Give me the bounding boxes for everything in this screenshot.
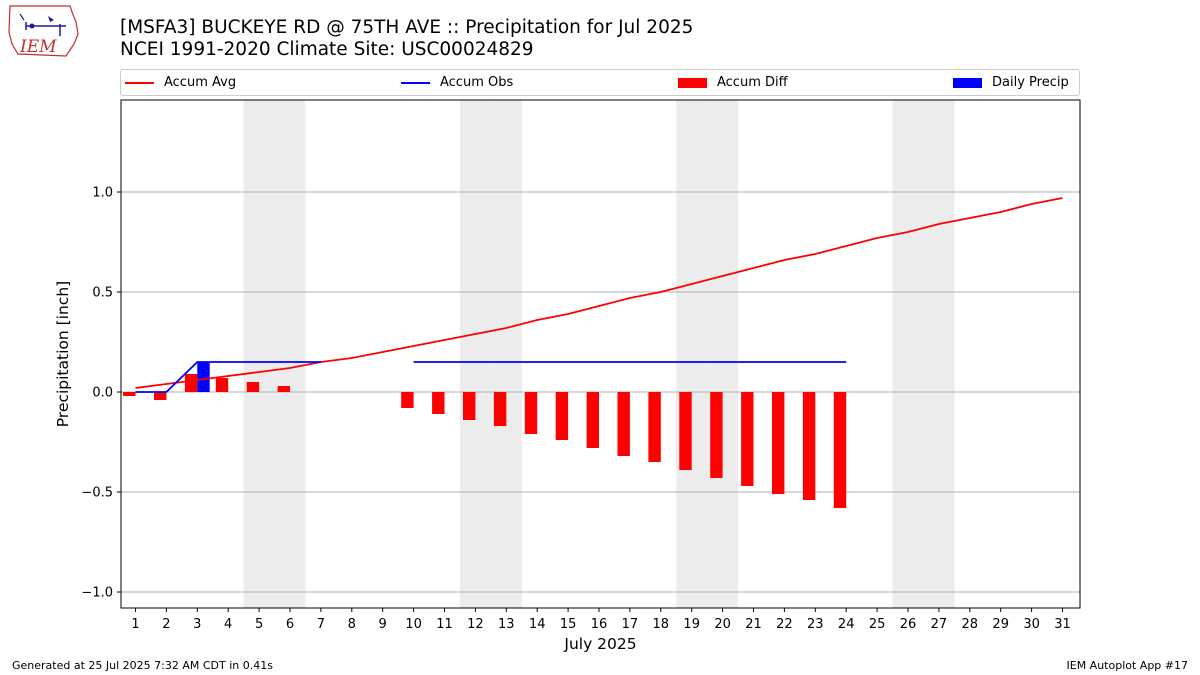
x-tick-label: 6 <box>286 617 294 632</box>
iem-logo-icon: IEM <box>6 4 82 60</box>
weekend-band <box>923 100 955 608</box>
legend-swatch-accum-avg <box>125 81 154 84</box>
bar-accum-diff <box>493 392 507 426</box>
bar-accum-diff <box>524 392 538 434</box>
x-tick-label: 15 <box>560 617 577 632</box>
bar-accum-diff <box>802 392 816 500</box>
x-tick-label: 3 <box>193 617 201 632</box>
bar-accum-diff <box>710 392 723 478</box>
x-tick-label: 2 <box>162 617 170 632</box>
legend-swatch-accum-diff <box>678 77 707 88</box>
x-tick-label: 16 <box>591 617 608 632</box>
legend-swatch-daily-precip <box>953 77 982 88</box>
x-tick-label: 30 <box>1023 617 1040 632</box>
x-tick-label: 13 <box>498 617 515 632</box>
legend-entry-accum-obs: Accum Obs <box>401 74 513 91</box>
footer-app-id: IEM Autoplot App #17 <box>1066 659 1189 672</box>
x-tick-label: 9 <box>379 617 387 632</box>
y-tick-label: −0.5 <box>81 486 113 501</box>
legend-label: Accum Obs <box>440 75 514 90</box>
x-tick-label: 10 <box>405 617 422 632</box>
x-tick-label: 21 <box>745 617 762 632</box>
x-tick-label: 28 <box>962 617 979 632</box>
x-tick-label: 23 <box>807 617 824 632</box>
bar-accum-diff <box>679 392 692 470</box>
x-tick-label: 18 <box>653 617 670 632</box>
y-tick-label: 0.0 <box>92 386 113 401</box>
chart-legend: Accum Avg Accum Obs Accum Diff Daily Pre… <box>120 69 1080 96</box>
y-axis-label: Precipitation [inch] <box>54 281 72 427</box>
x-tick-label: 22 <box>776 617 793 632</box>
weekend-band <box>892 100 924 608</box>
bar-accum-diff <box>154 392 167 400</box>
x-tick-label: 29 <box>992 617 1009 632</box>
bar-accum-diff <box>648 392 661 462</box>
bar-accum-diff <box>215 378 229 392</box>
x-tick-label: 24 <box>838 617 855 632</box>
x-tick-label: 17 <box>622 617 639 632</box>
legend-swatch-accum-obs <box>401 81 430 84</box>
legend-label: Daily Precip <box>992 75 1069 90</box>
x-tick-label: 20 <box>714 617 731 632</box>
bar-accum-diff <box>184 374 198 392</box>
bar-accum-diff <box>401 392 414 408</box>
y-tick-label: 1.0 <box>92 186 113 201</box>
weekend-band <box>707 100 739 608</box>
weekend-band <box>490 100 522 608</box>
chart-title: [MSFA3] BUCKEYE RD @ 75TH AVE :: Precipi… <box>120 17 694 38</box>
x-tick-label: 7 <box>317 617 325 632</box>
legend-entry-daily-precip: Daily Precip <box>953 74 1069 91</box>
bar-accum-diff <box>123 392 136 396</box>
x-tick-label: 14 <box>529 617 546 632</box>
bar-accum-diff <box>617 392 630 456</box>
x-tick-label: 27 <box>931 617 948 632</box>
x-tick-label: 11 <box>436 617 453 632</box>
bar-accum-diff <box>277 386 290 392</box>
y-tick-label: −1.0 <box>81 586 113 601</box>
legend-entry-accum-avg: Accum Avg <box>125 74 236 91</box>
chart-title-block: [MSFA3] BUCKEYE RD @ 75TH AVE :: Precipi… <box>120 17 693 61</box>
bar-accum-diff <box>246 382 260 392</box>
x-tick-label: 8 <box>348 617 356 632</box>
footer-generated: Generated at 25 Jul 2025 7:32 AM CDT in … <box>12 659 273 672</box>
legend-label: Accum Diff <box>717 75 788 90</box>
bar-accum-diff <box>833 392 847 508</box>
x-tick-label: 1 <box>131 617 139 632</box>
line-accum-avg <box>135 197 1063 389</box>
plot-frame <box>120 99 1081 609</box>
bar-accum-diff <box>555 392 569 440</box>
x-tick-label: 25 <box>869 617 886 632</box>
weekend-band <box>676 100 708 608</box>
weekend-band <box>243 100 275 608</box>
bar-accum-diff <box>741 392 754 486</box>
bar-daily-precip <box>197 362 210 392</box>
y-tick-label: 0.5 <box>92 286 113 301</box>
bar-accum-diff <box>463 392 476 420</box>
x-tick-label: 5 <box>255 617 263 632</box>
logo-text: IEM <box>19 37 57 57</box>
x-tick-label: 19 <box>683 617 700 632</box>
bar-accum-diff <box>586 392 599 448</box>
weekend-band <box>459 100 491 608</box>
legend-entry-accum-diff: Accum Diff <box>678 74 788 91</box>
x-tick-label: 4 <box>224 617 232 632</box>
x-tick-label: 31 <box>1054 617 1071 632</box>
chart-subtitle: NCEI 1991-2020 Climate Site: USC00024829 <box>120 39 534 60</box>
x-axis-label: July 2025 <box>563 635 636 653</box>
weekend-band <box>274 100 306 608</box>
x-tick-label: 26 <box>900 617 917 632</box>
line-accum-obs <box>135 361 321 393</box>
legend-label: Accum Avg <box>164 75 237 90</box>
bar-accum-diff <box>432 392 445 414</box>
bar-accum-diff <box>772 392 785 494</box>
x-tick-label: 12 <box>467 617 484 632</box>
